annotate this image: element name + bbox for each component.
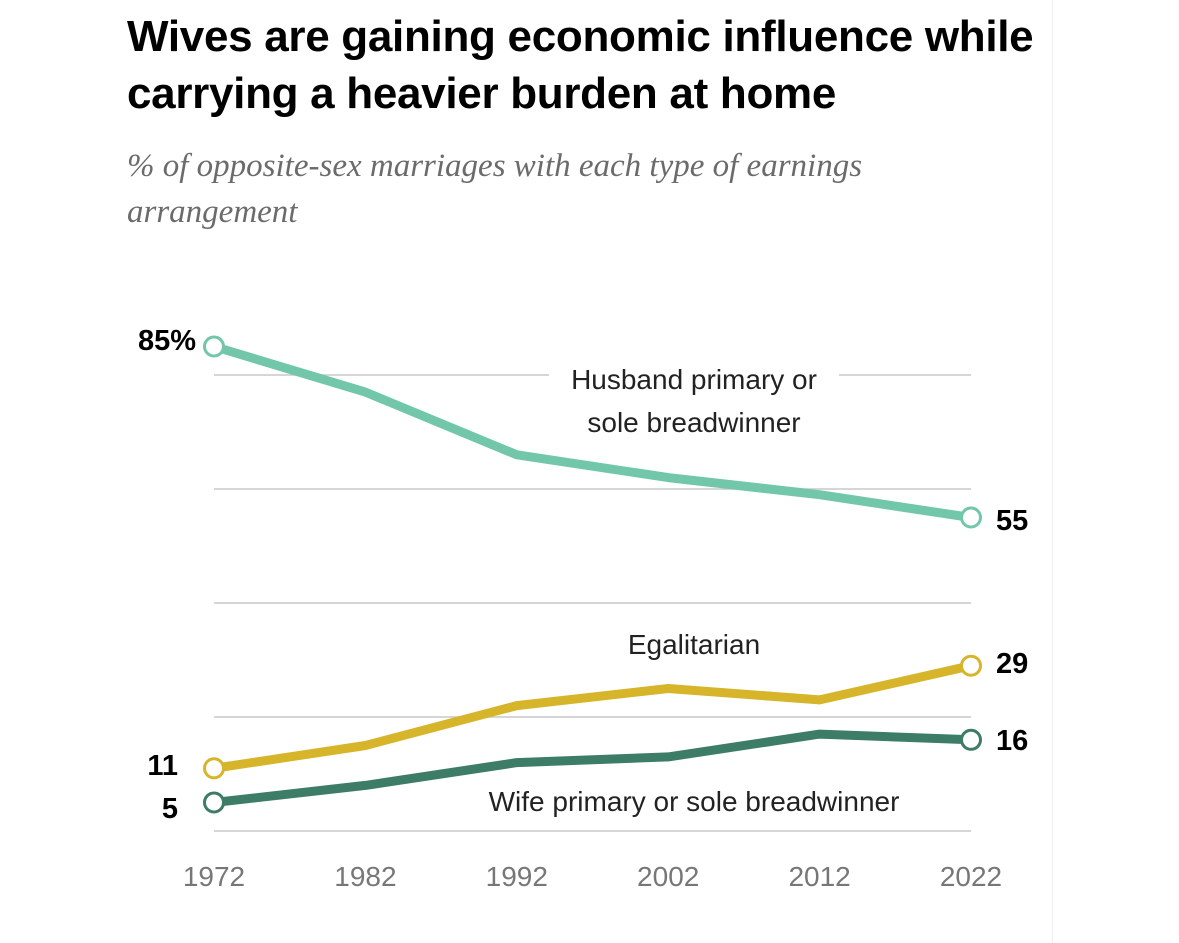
series-2-point-2022 [960,728,982,751]
series-name-label-bg [466,784,922,819]
series-line-1 [209,661,976,773]
series-name-label-bg [549,362,839,397]
x-axis: 1972 1982 1992 2002 2012 2022 [183,861,1002,892]
series-0-point-1972 [203,335,225,358]
series-name-label-0-line-1: sole breadwinner [587,407,800,438]
chart-labels: 85% 55 11 29 5 16 Husband primary or sole bread… [138,325,1028,825]
x-tick-label-2002: 2002 [637,861,699,892]
series-2-start-value: 5 [162,793,178,825]
series-1-start-value: 11 [147,750,178,782]
series-0-end-value: 55 [996,505,1028,537]
series-2-end-value: 16 [996,725,1028,757]
series-2-point-1972 [203,791,225,814]
series-0-point-2022 [960,506,982,529]
series-line-0 [209,342,976,522]
series-1-end-value: 29 [996,648,1028,680]
series-name-label-2-line-0: Wife primary or sole breadwinner [489,786,900,817]
series-1-point-2022 [960,654,982,677]
x-tick-label-2022: 2022 [940,861,1002,892]
series-name-label-0-line-0: Husband primary or [571,364,817,395]
x-tick-label-1982: 1982 [334,861,396,892]
series-name-label-1-line-0: Egalitarian [628,629,760,660]
series-0-start-value: 85% [138,325,196,357]
series-name-label-bg [605,627,783,662]
x-tick-label-1992: 1992 [486,861,548,892]
series-name-label-bg [565,405,823,440]
gridlines [214,362,971,832]
series-line-2 [209,729,976,807]
chart-subtitle: % of opposite-sex marriages with each ty… [127,148,863,230]
series-lines [203,335,982,814]
x-tick-label-1972: 1972 [183,861,245,892]
chart-title: Wives are gaining economic influence whi… [127,12,1034,118]
page-edge-divider [1052,0,1053,943]
series-1-point-1972 [203,757,225,780]
x-tick-label-2012: 2012 [788,861,850,892]
